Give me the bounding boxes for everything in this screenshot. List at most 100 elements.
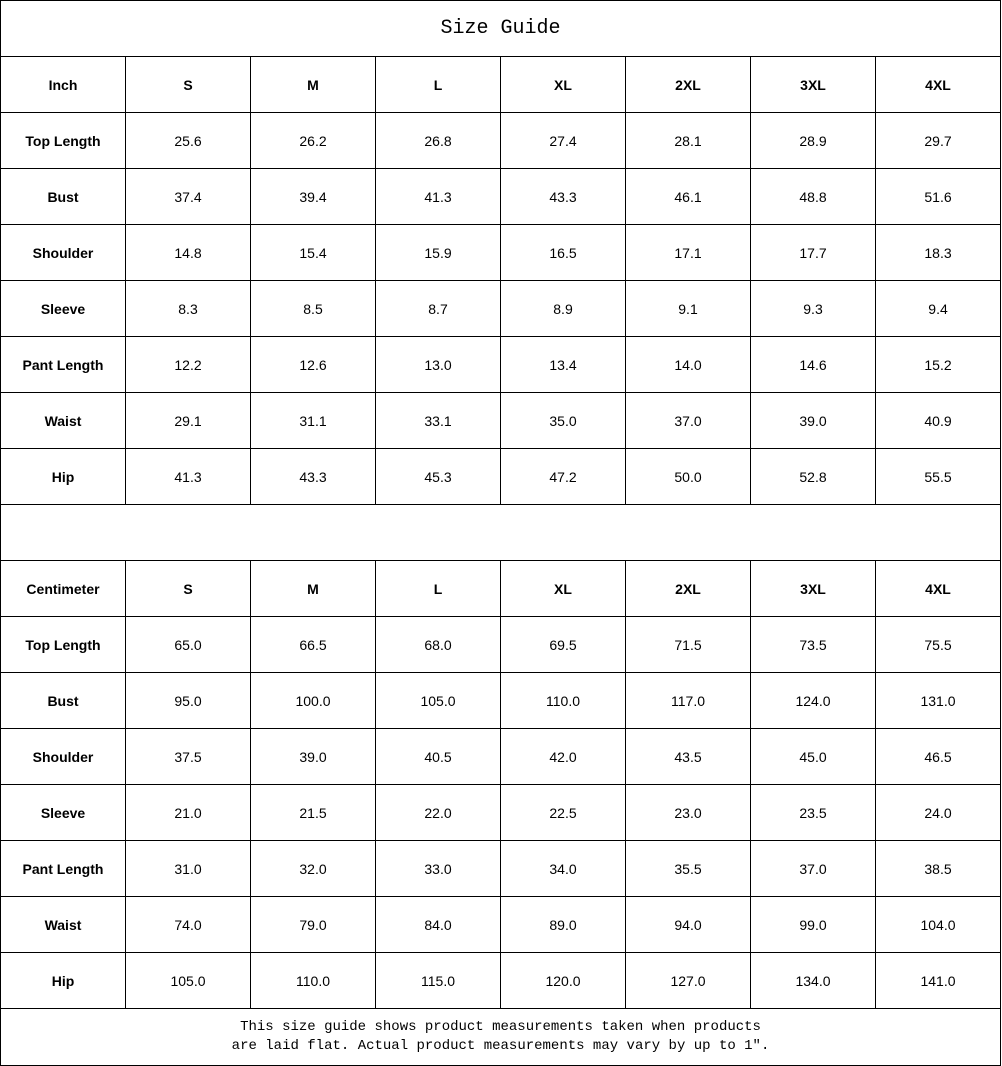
measurement-cell: 28.1 [625,112,751,169]
measurement-cell: 40.5 [375,728,501,785]
table-row: Top Length 65.0 66.5 68.0 69.5 71.5 73.5 75.5 [0,616,1002,673]
measurement-cell: 37.4 [125,168,251,225]
measurement-cell: 43.3 [500,168,626,225]
measurement-cell: 22.5 [500,784,626,841]
measurement-cell: 26.8 [375,112,501,169]
measurement-cell: 75.5 [874,616,1002,673]
measurement-cell: 55.5 [874,448,1002,505]
row-label: Pant Length [0,336,126,393]
table-row: Hip 105.0 110.0 115.0 120.0 127.0 134.0 141.0 [0,952,1002,1009]
measurement-cell: 12.6 [250,336,376,393]
measurement-cell: 13.4 [500,336,626,393]
measurement-cell: 39.4 [250,168,376,225]
size-header: S [125,560,251,617]
measurement-cell: 21.5 [250,784,376,841]
row-label: Sleeve [0,280,126,337]
measurement-cell: 68.0 [375,616,501,673]
table-row: Sleeve 8.3 8.5 8.7 8.9 9.1 9.3 9.4 [0,280,1002,337]
measurement-cell: 33.1 [375,392,501,449]
measurement-cell: 37.0 [625,392,751,449]
measurement-cell: 18.3 [874,224,1002,281]
measurement-cell: 8.3 [125,280,251,337]
row-label: Sleeve [0,784,126,841]
table-row: Bust 95.0 100.0 105.0 110.0 117.0 124.0 131.0 [0,672,1002,729]
size-header: 3XL [750,56,876,113]
measurement-cell: 29.1 [125,392,251,449]
measurement-cell: 31.1 [250,392,376,449]
measurement-cell: 131.0 [874,672,1002,729]
measurement-cell: 73.5 [750,616,876,673]
measurement-cell: 120.0 [500,952,626,1009]
measurement-cell: 84.0 [375,896,501,953]
measurement-cell: 9.3 [750,280,876,337]
size-header: S [125,56,251,113]
measurement-cell: 52.8 [750,448,876,505]
measurement-cell: 39.0 [750,392,876,449]
measurement-cell: 89.0 [500,896,626,953]
measurement-cell: 16.5 [500,224,626,281]
measurement-cell: 8.7 [375,280,501,337]
measurement-cell: 13.0 [375,336,501,393]
measurement-cell: 41.3 [125,448,251,505]
inch-header-row: Inch S M L XL 2XL 3XL 4XL [0,56,1002,113]
measurement-cell: 127.0 [625,952,751,1009]
measurement-cell: 47.2 [500,448,626,505]
measurement-cell: 50.0 [625,448,751,505]
measurement-cell: 41.3 [375,168,501,225]
measurement-cell: 105.0 [125,952,251,1009]
row-label: Shoulder [0,728,126,785]
table-row: Pant Length 31.0 32.0 33.0 34.0 35.5 37.0 38.5 [0,840,1002,897]
measurement-cell: 141.0 [874,952,1002,1009]
size-header: XL [500,560,626,617]
measurement-cell: 48.8 [750,168,876,225]
measurement-cell: 110.0 [250,952,376,1009]
table-row: Top Length 25.6 26.2 26.8 27.4 28.1 28.9 29.7 [0,112,1002,169]
measurement-cell: 15.2 [874,336,1002,393]
measurement-cell: 12.2 [125,336,251,393]
measurement-cell: 65.0 [125,616,251,673]
row-label: Hip [0,448,126,505]
measurement-cell: 23.5 [750,784,876,841]
table-row: Waist 29.1 31.1 33.1 35.0 37.0 39.0 40.9 [0,392,1002,449]
measurement-cell: 32.0 [250,840,376,897]
measurement-cell: 43.5 [625,728,751,785]
measurement-cell: 100.0 [250,672,376,729]
centimeter-header-row: Centimeter S M L XL 2XL 3XL 4XL [0,560,1002,617]
size-header: L [375,56,501,113]
measurement-cell: 117.0 [625,672,751,729]
page-title: Size Guide [0,0,1002,57]
measurement-cell: 14.0 [625,336,751,393]
measurement-cell: 9.1 [625,280,751,337]
measurement-cell: 17.7 [750,224,876,281]
footer-row: This size guide shows product measuremen… [0,1008,1002,1066]
measurement-cell: 134.0 [750,952,876,1009]
measurement-cell: 124.0 [750,672,876,729]
measurement-cell: 24.0 [874,784,1002,841]
row-label: Waist [0,896,126,953]
table-row: Hip 41.3 43.3 45.3 47.2 50.0 52.8 55.5 [0,448,1002,505]
measurement-cell: 27.4 [500,112,626,169]
footer-note: This size guide shows product measuremen… [0,1008,1002,1066]
measurement-cell: 40.9 [874,392,1002,449]
measurement-cell: 25.6 [125,112,251,169]
spacer-row [0,504,1002,561]
measurement-cell: 105.0 [375,672,501,729]
measurement-cell: 9.4 [874,280,1002,337]
row-label: Bust [0,168,126,225]
measurement-cell: 26.2 [250,112,376,169]
size-header: L [375,560,501,617]
measurement-cell: 42.0 [500,728,626,785]
measurement-cell: 94.0 [625,896,751,953]
measurement-cell: 38.5 [874,840,1002,897]
size-header: 2XL [625,56,751,113]
measurement-cell: 33.0 [375,840,501,897]
measurement-cell: 35.0 [500,392,626,449]
measurement-cell: 34.0 [500,840,626,897]
measurement-cell: 110.0 [500,672,626,729]
size-header: M [250,56,376,113]
measurement-cell: 15.4 [250,224,376,281]
measurement-cell: 37.5 [125,728,251,785]
footer-line-2: are laid flat. Actual product measuremen… [231,1038,770,1054]
measurement-cell: 37.0 [750,840,876,897]
table-row: Waist 74.0 79.0 84.0 89.0 94.0 99.0 104.0 [0,896,1002,953]
